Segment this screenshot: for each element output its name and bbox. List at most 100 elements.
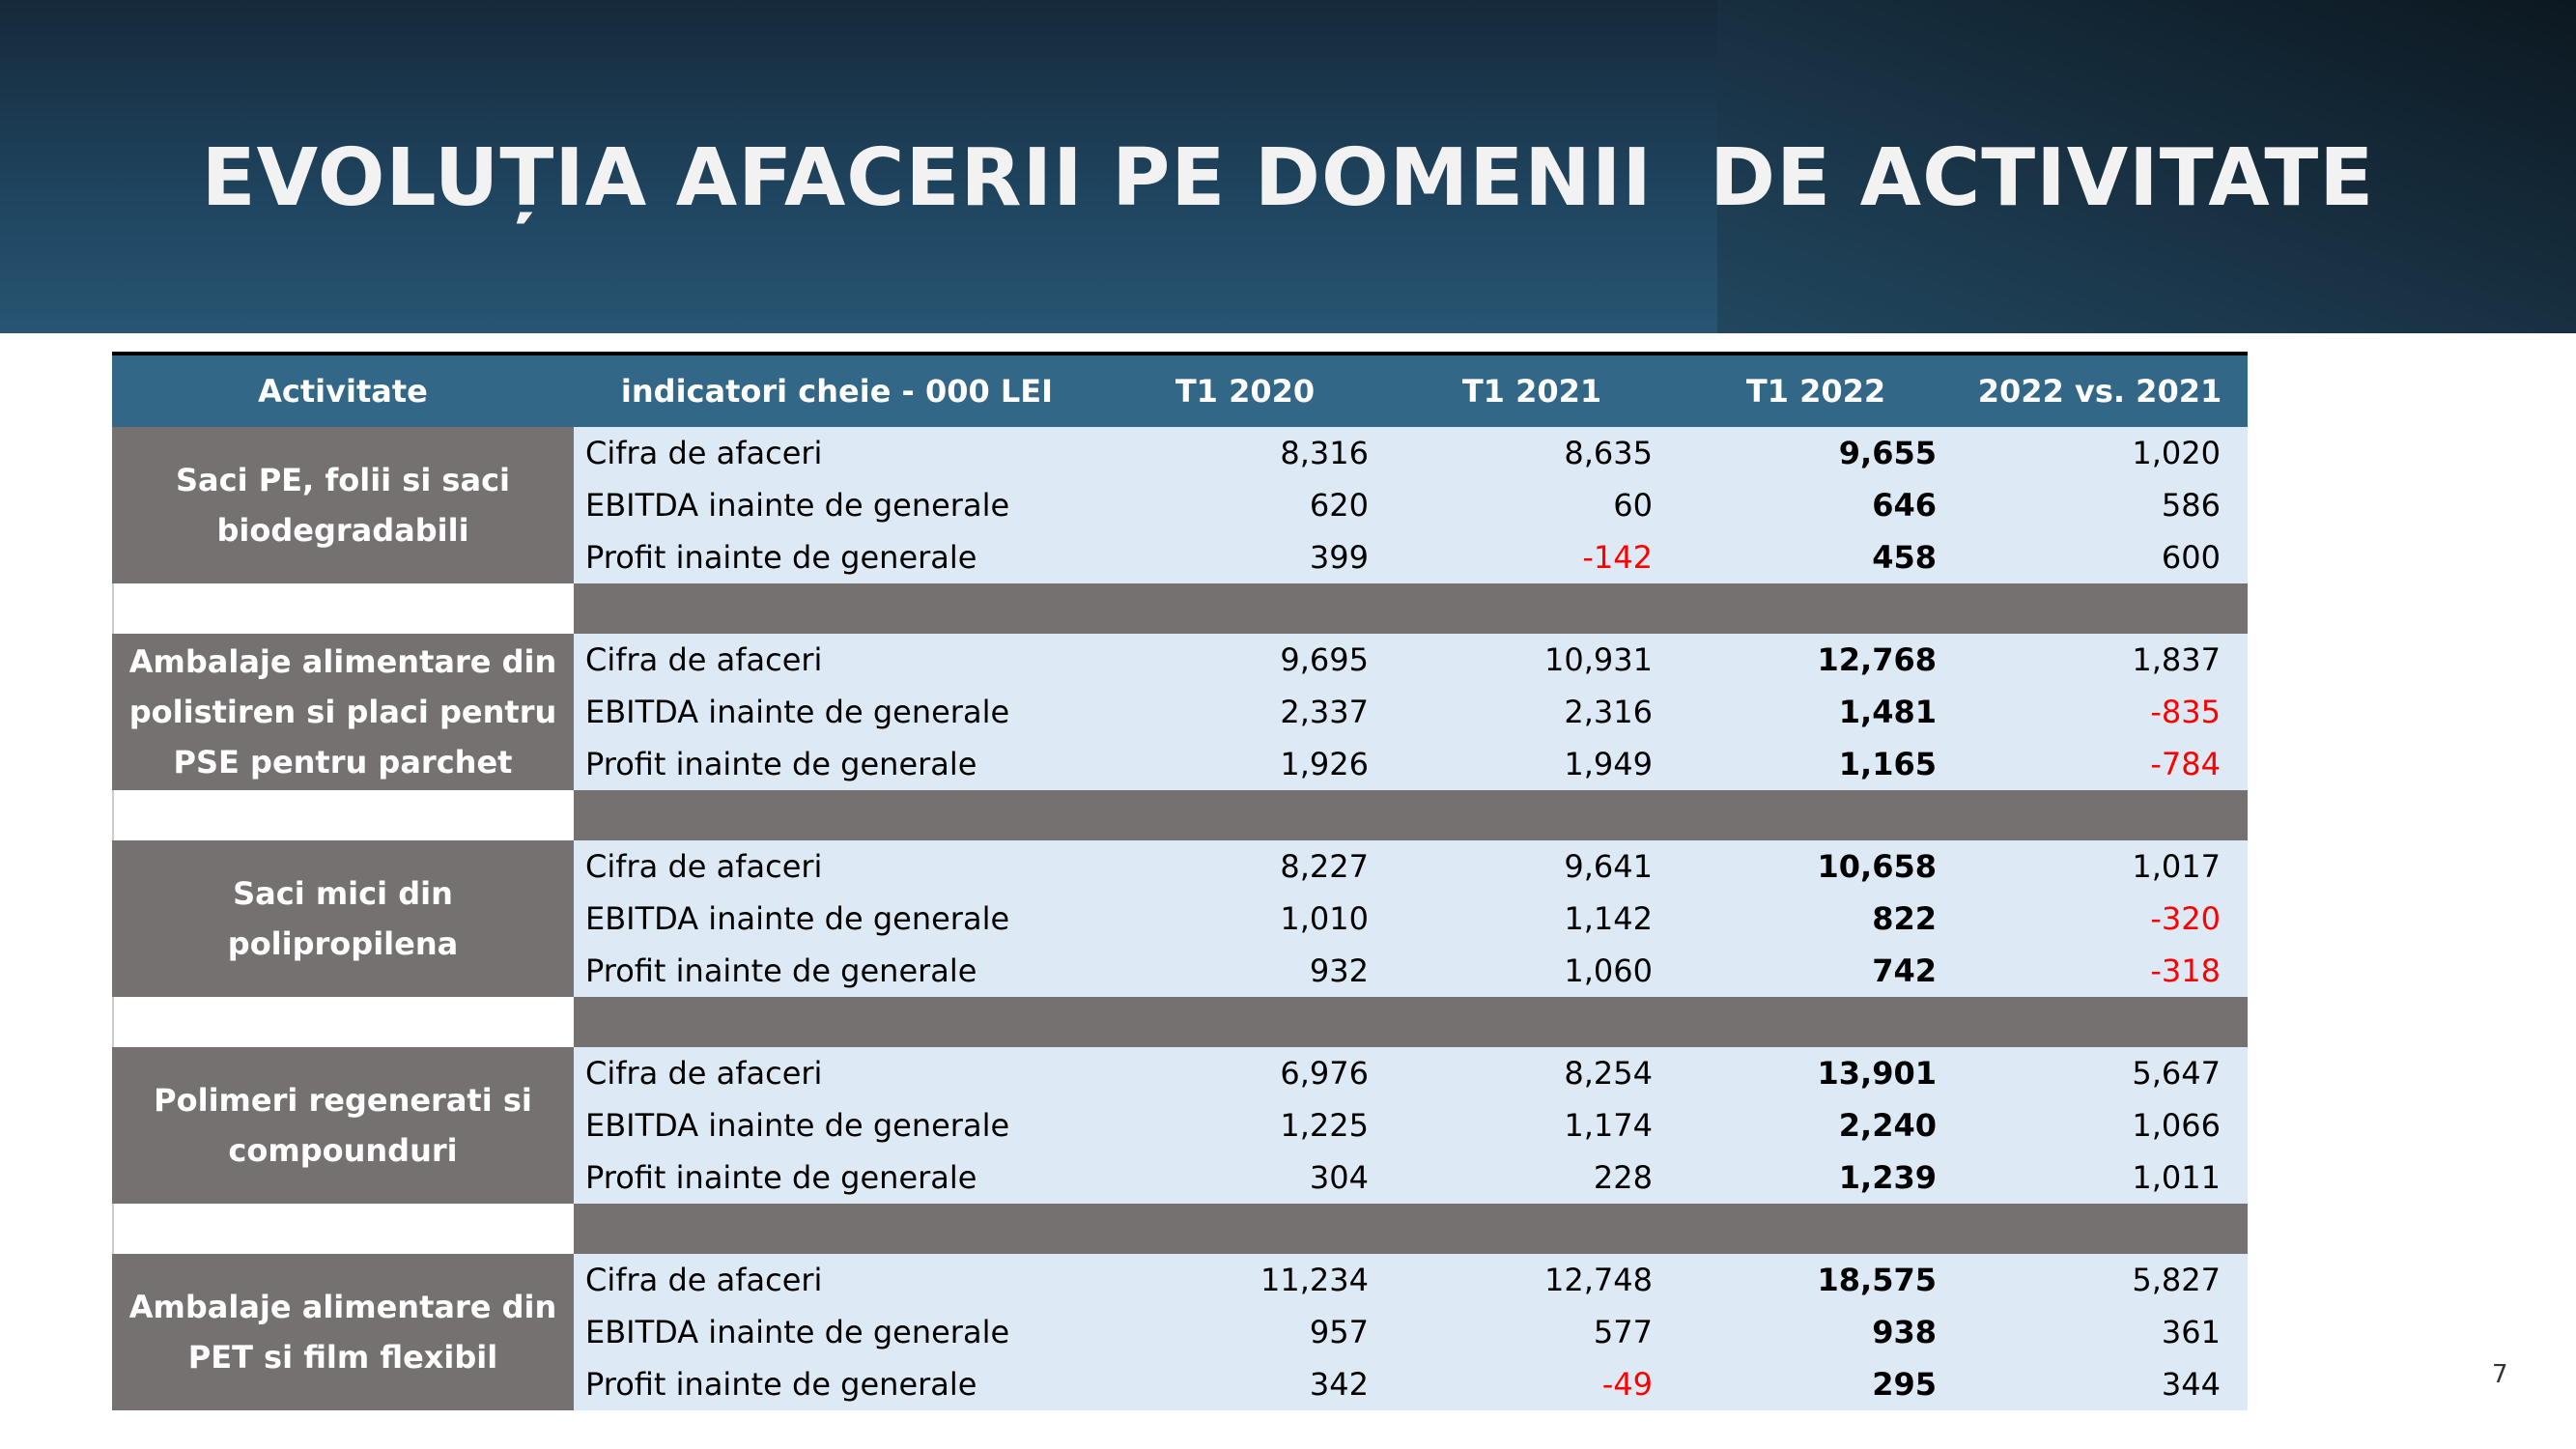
value-cell: -784 (2150, 746, 2221, 782)
group-spacer (112, 583, 2248, 634)
table-row: EBITDA inainte de generale 1,010 1,142 822 -… (574, 893, 2248, 945)
activity-group: Ambalaje alimentare din PET si film flex… (112, 1254, 2248, 1410)
value-cell: 2,240 (1838, 1107, 1937, 1144)
indicator-label: Cifra de afaceri (585, 1055, 823, 1092)
table-row: EBITDA inainte de generale 1,225 1,174 2,24… (574, 1099, 2248, 1151)
indicator-label: Profit inainte de generale (585, 746, 977, 782)
value-cell: 18,575 (1817, 1262, 1937, 1298)
value-cell: 60 (1613, 487, 1653, 524)
indicator-rows: Cifra de afaceri 6,976 8,254 13,901 5,647 EBI… (574, 1047, 2248, 1204)
value-cell: 361 (2161, 1314, 2221, 1350)
value-cell: 13,901 (1817, 1055, 1937, 1092)
value-cell: 1,010 (1280, 900, 1369, 937)
activity-name: Polimeri regenerati si compounduri (112, 1047, 574, 1204)
value-cell: -142 (1582, 539, 1653, 576)
activity-name: Ambalaje alimentare din polistiren si pl… (112, 634, 574, 790)
value-cell: 1,165 (1838, 746, 1937, 782)
indicator-rows: Cifra de afaceri 9,695 10,931 12,768 1,837 EB… (574, 634, 2248, 790)
value-cell: 10,658 (1817, 848, 1937, 885)
value-cell: 9,655 (1838, 435, 1937, 471)
activity-group: Polimeri regenerati si compounduri Cifra … (112, 1047, 2248, 1204)
table-row: EBITDA inainte de generale 2,337 2,316 1,48… (574, 686, 2248, 738)
title-banner-right (1717, 0, 2576, 333)
indicator-label: Cifra de afaceri (585, 848, 823, 885)
header-activitate: Activitate (258, 373, 428, 410)
indicator-rows: Cifra de afaceri 8,227 9,641 10,658 1,017 EBI… (574, 840, 2248, 997)
table-row: Cifra de afaceri 8,316 8,635 9,655 1,020 (574, 427, 2248, 479)
spacer-right (574, 790, 2248, 840)
value-cell: 1,837 (2132, 641, 2221, 678)
value-cell: 12,768 (1817, 641, 1937, 678)
value-cell: 1,020 (2132, 435, 2221, 471)
table-row: Cifra de afaceri 6,976 8,254 13,901 5,647 (574, 1047, 2248, 1099)
header-indicatori: indicatori cheie - 000 LEI (620, 373, 1054, 410)
value-cell: 5,827 (2132, 1262, 2221, 1298)
value-cell: 8,227 (1280, 848, 1369, 885)
indicator-label: EBITDA inainte de generale (585, 694, 1010, 730)
page-title: EVOLUȚIA AFACERII PE DOMENII DE ACTIVITA… (201, 132, 2375, 224)
value-cell: 12,748 (1544, 1262, 1653, 1298)
value-cell: -835 (2150, 694, 2221, 730)
indicator-label: EBITDA inainte de generale (585, 487, 1010, 524)
value-cell: 822 (1872, 900, 1937, 937)
indicator-label: EBITDA inainte de generale (585, 900, 1010, 937)
table-row: EBITDA inainte de generale 957 577 938 361 (574, 1306, 2248, 1358)
header-t1-2020: T1 2020 (1175, 373, 1316, 410)
value-cell: 577 (1593, 1314, 1653, 1350)
activity-name: Saci mici din polipropilena (112, 840, 574, 997)
value-cell: 1,142 (1564, 900, 1653, 937)
value-cell: 9,695 (1280, 641, 1369, 678)
value-cell: 342 (1309, 1366, 1369, 1403)
table-row: Profit inainte de generale 304 228 1,239 1,0… (574, 1151, 2248, 1204)
value-cell: 600 (2161, 539, 2221, 576)
activity-group: Ambalaje alimentare din polistiren si pl… (112, 634, 2248, 790)
value-cell: 1,060 (1564, 952, 1653, 989)
activity-group: Saci mici din polipropilena Cifra de afac… (112, 840, 2248, 997)
indicator-label: Profit inainte de generale (585, 539, 977, 576)
value-cell: 8,635 (1564, 435, 1653, 471)
value-cell: 11,234 (1260, 1262, 1369, 1298)
value-cell: 1,949 (1564, 746, 1653, 782)
value-cell: 5,647 (2132, 1055, 2221, 1092)
table-row: Cifra de afaceri 9,695 10,931 12,768 1,837 (574, 634, 2248, 686)
value-cell: -318 (2150, 952, 2221, 989)
value-cell: 1,239 (1838, 1159, 1937, 1196)
value-cell: 586 (2161, 487, 2221, 524)
indicator-label: Cifra de afaceri (585, 641, 823, 678)
value-cell: 1,174 (1564, 1107, 1653, 1144)
value-cell: 742 (1872, 952, 1937, 989)
spacer-right (574, 583, 2248, 634)
value-cell: 1,926 (1280, 746, 1369, 782)
value-cell: 10,931 (1544, 641, 1653, 678)
value-cell: 8,254 (1564, 1055, 1653, 1092)
value-cell: 9,641 (1564, 848, 1653, 885)
spacer-left (112, 583, 574, 634)
indicator-label: EBITDA inainte de generale (585, 1314, 1010, 1350)
value-cell: 2,316 (1564, 694, 1653, 730)
value-cell: 295 (1872, 1366, 1937, 1403)
spacer-right (574, 1204, 2248, 1254)
value-cell: -320 (2150, 900, 2221, 937)
spacer-right (574, 997, 2248, 1047)
group-spacer (112, 997, 2248, 1047)
indicator-label: Cifra de afaceri (585, 1262, 823, 1298)
activity-name: Ambalaje alimentare din PET si film flex… (112, 1254, 574, 1410)
table-row: Profit inainte de generale 1,926 1,949 1,16… (574, 738, 2248, 790)
table-row: EBITDA inainte de generale 620 60 646 586 (574, 479, 2248, 531)
value-cell: 957 (1309, 1314, 1369, 1350)
table-row: Profit inainte de generale 342 -49 295 344 (574, 1358, 2248, 1410)
value-cell: 1,017 (2132, 848, 2221, 885)
indicator-label: Profit inainte de generale (585, 1159, 977, 1196)
table-row: Cifra de afaceri 8,227 9,641 10,658 1,017 (574, 840, 2248, 893)
value-cell: 344 (2161, 1366, 2221, 1403)
table-row: Profit inainte de generale 399 -142 458 600 (574, 531, 2248, 583)
value-cell: 938 (1872, 1314, 1937, 1350)
spacer-left (112, 790, 574, 840)
value-cell: 1,011 (2132, 1159, 2221, 1196)
header-t1-2022: T1 2022 (1745, 373, 1886, 410)
value-cell: 458 (1872, 539, 1937, 576)
value-cell: 304 (1309, 1159, 1369, 1196)
indicator-label: EBITDA inainte de generale (585, 1107, 1010, 1144)
value-cell: 399 (1309, 539, 1369, 576)
spacer-left (112, 1204, 574, 1254)
